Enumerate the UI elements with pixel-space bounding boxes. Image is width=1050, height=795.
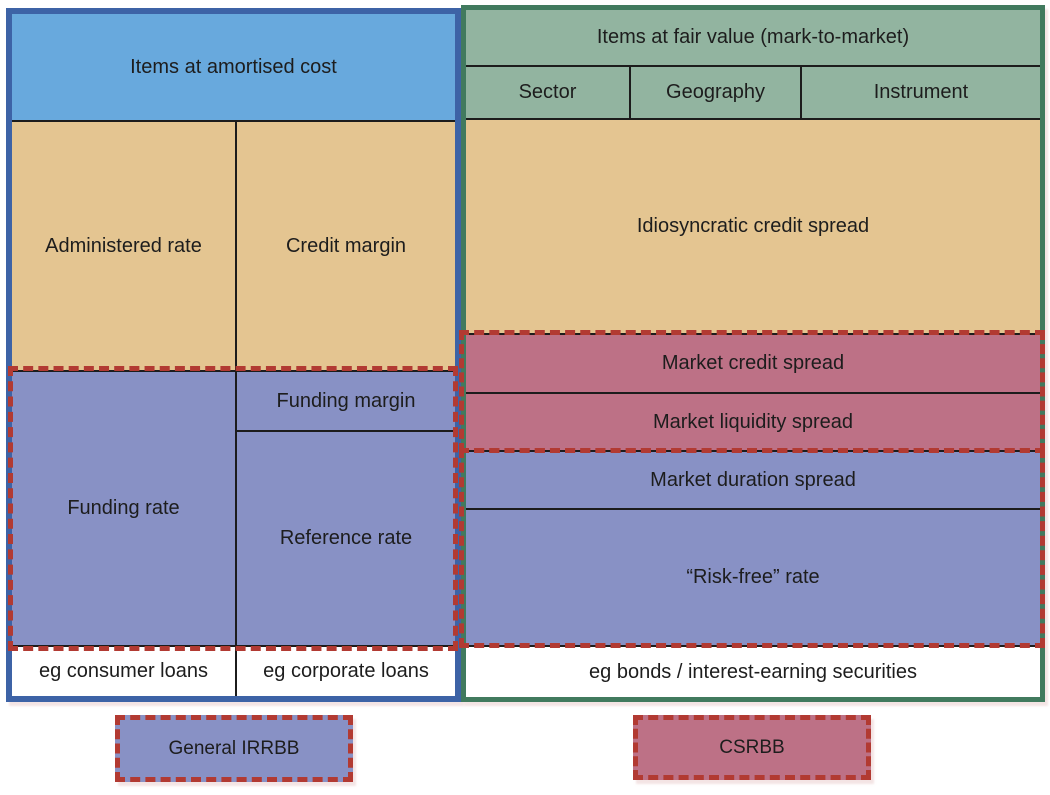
legend-csrbb: CSRBB <box>633 715 871 780</box>
legend-general-irrbb: General IRRBB <box>115 715 353 782</box>
cell-funding-margin: Funding margin <box>237 372 455 432</box>
cell-eg-bonds-securities: eg bonds / interest-earning securities <box>466 645 1040 697</box>
funding-subcolumn: Funding margin Reference rate <box>237 372 455 645</box>
cell-market-liquidity-spread: Market liquidity spread <box>466 392 1040 450</box>
amortised-examples-row: eg consumer loans eg corporate loans <box>12 645 455 696</box>
cell-market-credit-spread: Market credit spread <box>466 333 1040 392</box>
legend-general-irrbb-label: General IRRBB <box>168 737 300 759</box>
cell-funding-rate: Funding rate <box>12 372 237 645</box>
subheader-geography: Geography <box>631 67 802 118</box>
funding-rate-row: Funding rate Funding margin Reference ra… <box>12 370 455 645</box>
cell-administered-rate: Administered rate <box>12 122 237 370</box>
subheader-sector: Sector <box>466 67 631 118</box>
subheader-instrument: Instrument <box>873 81 969 103</box>
amortised-cost-header: Items at amortised cost <box>12 14 455 120</box>
cell-market-duration-spread: Market duration spread <box>466 450 1040 508</box>
amortised-cost-panel: Items at amortised cost Administered rat… <box>6 8 461 702</box>
cell-eg-consumer-loans: eg consumer loans <box>12 647 237 696</box>
cell-risk-free-rate: “Risk-free” rate <box>466 508 1040 645</box>
cell-eg-corporate-loans: eg corporate loans <box>263 660 429 682</box>
cell-credit-margin: Credit margin <box>285 234 407 257</box>
amortised-rate-row: Administered rate Credit margin <box>12 120 455 370</box>
cell-reference-rate: Reference rate <box>279 527 413 549</box>
legend-csrbb-label: CSRBB <box>719 736 785 758</box>
cell-idiosyncratic-credit-spread: Idiosyncratic credit spread <box>466 118 1040 333</box>
fair-value-subheader-row: Sector Geography Instrument <box>466 65 1040 118</box>
fair-value-panel: Items at fair value (mark-to-market) Sec… <box>461 5 1045 702</box>
fair-value-header: Items at fair value (mark-to-market) <box>466 10 1040 65</box>
